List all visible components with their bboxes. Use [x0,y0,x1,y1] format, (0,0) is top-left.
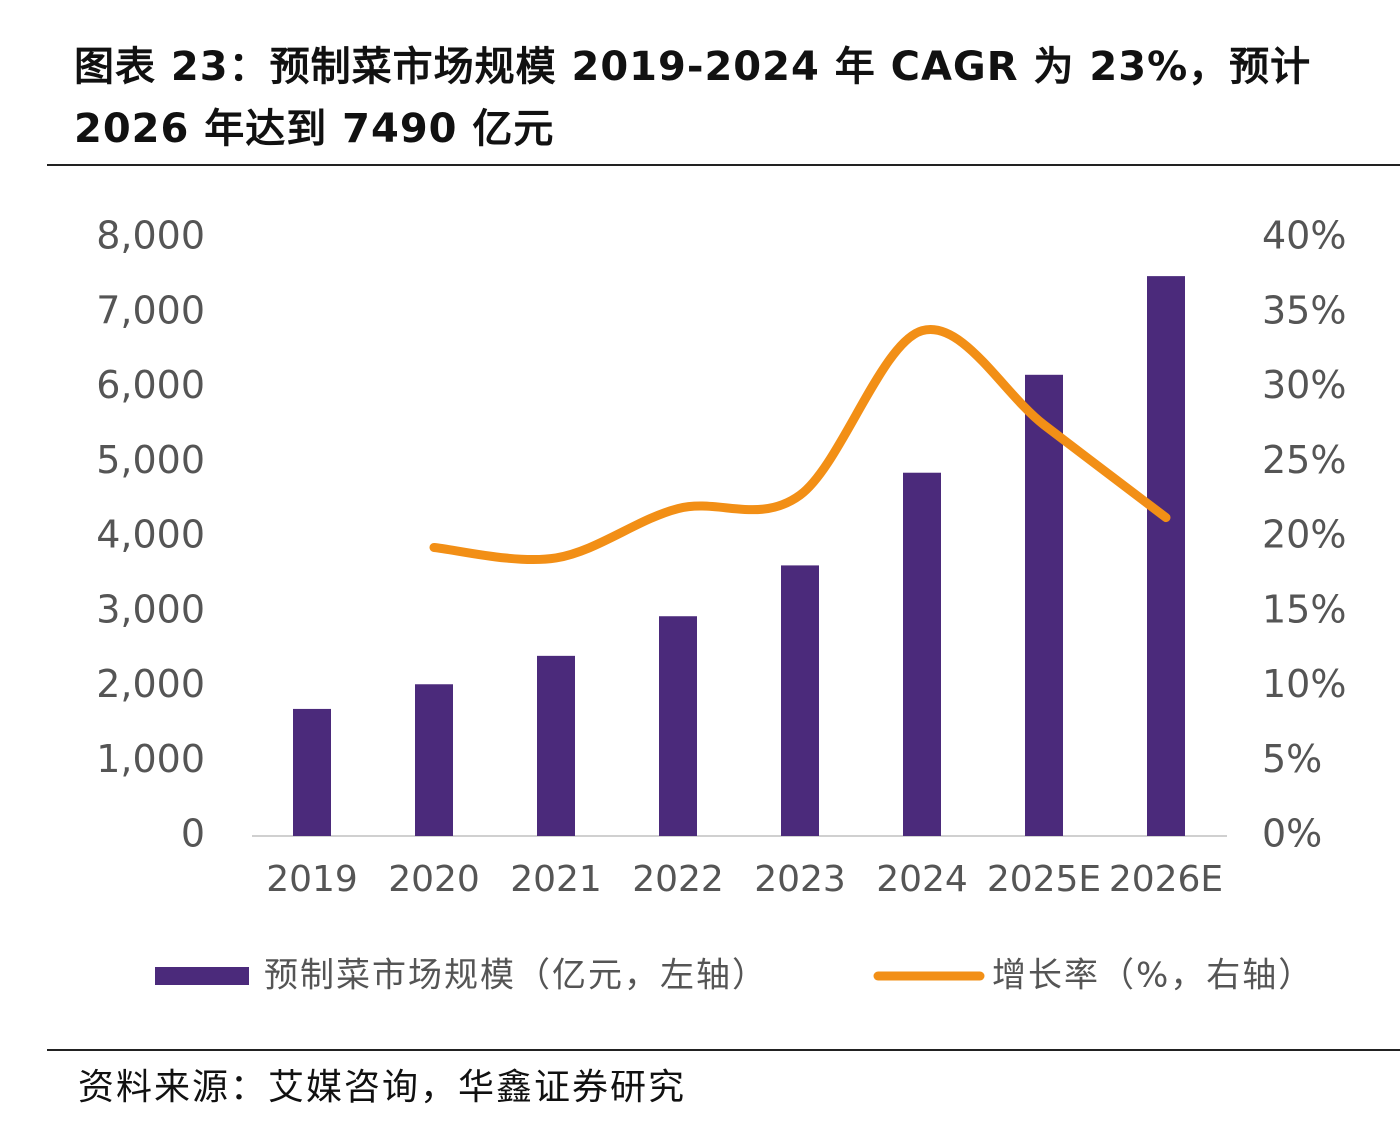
y2-tick-label: 0% [1262,812,1322,856]
x-tick-label: 2022 [632,859,724,900]
bar [1147,276,1185,836]
line [429,324,1171,565]
x-tick-label: 2021 [510,859,602,900]
bar [293,708,331,836]
y-tick-label: 0 [181,812,205,856]
y-tick-label: 2,000 [96,662,205,706]
bar [1025,374,1063,836]
y2-tick-label: 40% [1262,214,1346,258]
x-tick-label: 2019 [266,859,358,900]
legend-swatch [155,967,249,985]
y2-tick-label: 30% [1262,363,1346,407]
bar [659,616,697,836]
y2-tick-label: 15% [1262,587,1346,631]
x-tick-label: 2023 [754,859,846,900]
y2-tick-label: 20% [1262,513,1346,557]
y-tick-label: 1,000 [96,737,205,781]
bar [781,565,819,836]
x-tick-label: 2025E [987,859,1101,900]
y2-tick-label: 25% [1262,438,1346,482]
chart-title: 图表 23：预制菜市场规模 2019-2024 年 CAGR 为 23%，预计 … [74,44,1312,152]
y2-tick-label: 35% [1262,288,1346,332]
y-tick-label: 6,000 [96,363,205,407]
y2-tick-label: 10% [1262,662,1346,706]
source: 资料来源：艾媒咨询，华鑫证券研究 [78,1067,687,1108]
legend-label: 增长率（%，右轴） [992,956,1314,996]
y-tick-label: 4,000 [96,513,205,557]
bar [537,655,575,836]
x-tick-label: 2020 [388,859,480,900]
x-tick-label: 2024 [876,859,968,900]
y2-tick-label: 5% [1262,737,1322,781]
y-tick-label: 5,000 [96,438,205,482]
bar [415,684,453,836]
y-tick-label: 7,000 [96,288,205,332]
x-tick-label: 2026E [1109,859,1223,900]
bar [903,472,941,836]
y-tick-label: 3,000 [96,587,205,631]
y-tick-label: 8,000 [96,214,205,258]
legend-label: 预制菜市场规模（亿元，左轴） [264,956,768,996]
